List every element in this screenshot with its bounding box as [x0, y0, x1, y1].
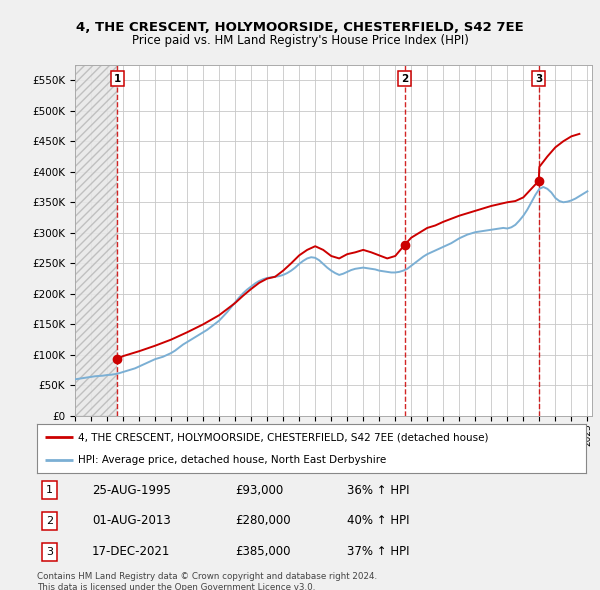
Text: 3: 3: [535, 74, 542, 84]
Text: Price paid vs. HM Land Registry's House Price Index (HPI): Price paid vs. HM Land Registry's House …: [131, 34, 469, 47]
Text: 37% ↑ HPI: 37% ↑ HPI: [347, 545, 410, 558]
Text: 1: 1: [46, 485, 53, 495]
Text: HPI: Average price, detached house, North East Derbyshire: HPI: Average price, detached house, Nort…: [79, 455, 386, 465]
Text: 2: 2: [401, 74, 408, 84]
Text: 3: 3: [46, 547, 53, 557]
Text: 01-AUG-2013: 01-AUG-2013: [92, 514, 171, 527]
Text: 4, THE CRESCENT, HOLYMOORSIDE, CHESTERFIELD, S42 7EE (detached house): 4, THE CRESCENT, HOLYMOORSIDE, CHESTERFI…: [79, 432, 489, 442]
Text: 25-AUG-1995: 25-AUG-1995: [92, 484, 171, 497]
Text: £93,000: £93,000: [235, 484, 283, 497]
Text: 1: 1: [114, 74, 121, 84]
Text: £280,000: £280,000: [235, 514, 290, 527]
Text: 17-DEC-2021: 17-DEC-2021: [92, 545, 170, 558]
Polygon shape: [75, 65, 118, 416]
Text: This data is licensed under the Open Government Licence v3.0.: This data is licensed under the Open Gov…: [37, 583, 316, 590]
Text: 40% ↑ HPI: 40% ↑ HPI: [347, 514, 410, 527]
Text: 4, THE CRESCENT, HOLYMOORSIDE, CHESTERFIELD, S42 7EE: 4, THE CRESCENT, HOLYMOORSIDE, CHESTERFI…: [76, 21, 524, 34]
Text: £385,000: £385,000: [235, 545, 290, 558]
Text: Contains HM Land Registry data © Crown copyright and database right 2024.: Contains HM Land Registry data © Crown c…: [37, 572, 377, 581]
Text: 36% ↑ HPI: 36% ↑ HPI: [347, 484, 410, 497]
Text: 2: 2: [46, 516, 53, 526]
